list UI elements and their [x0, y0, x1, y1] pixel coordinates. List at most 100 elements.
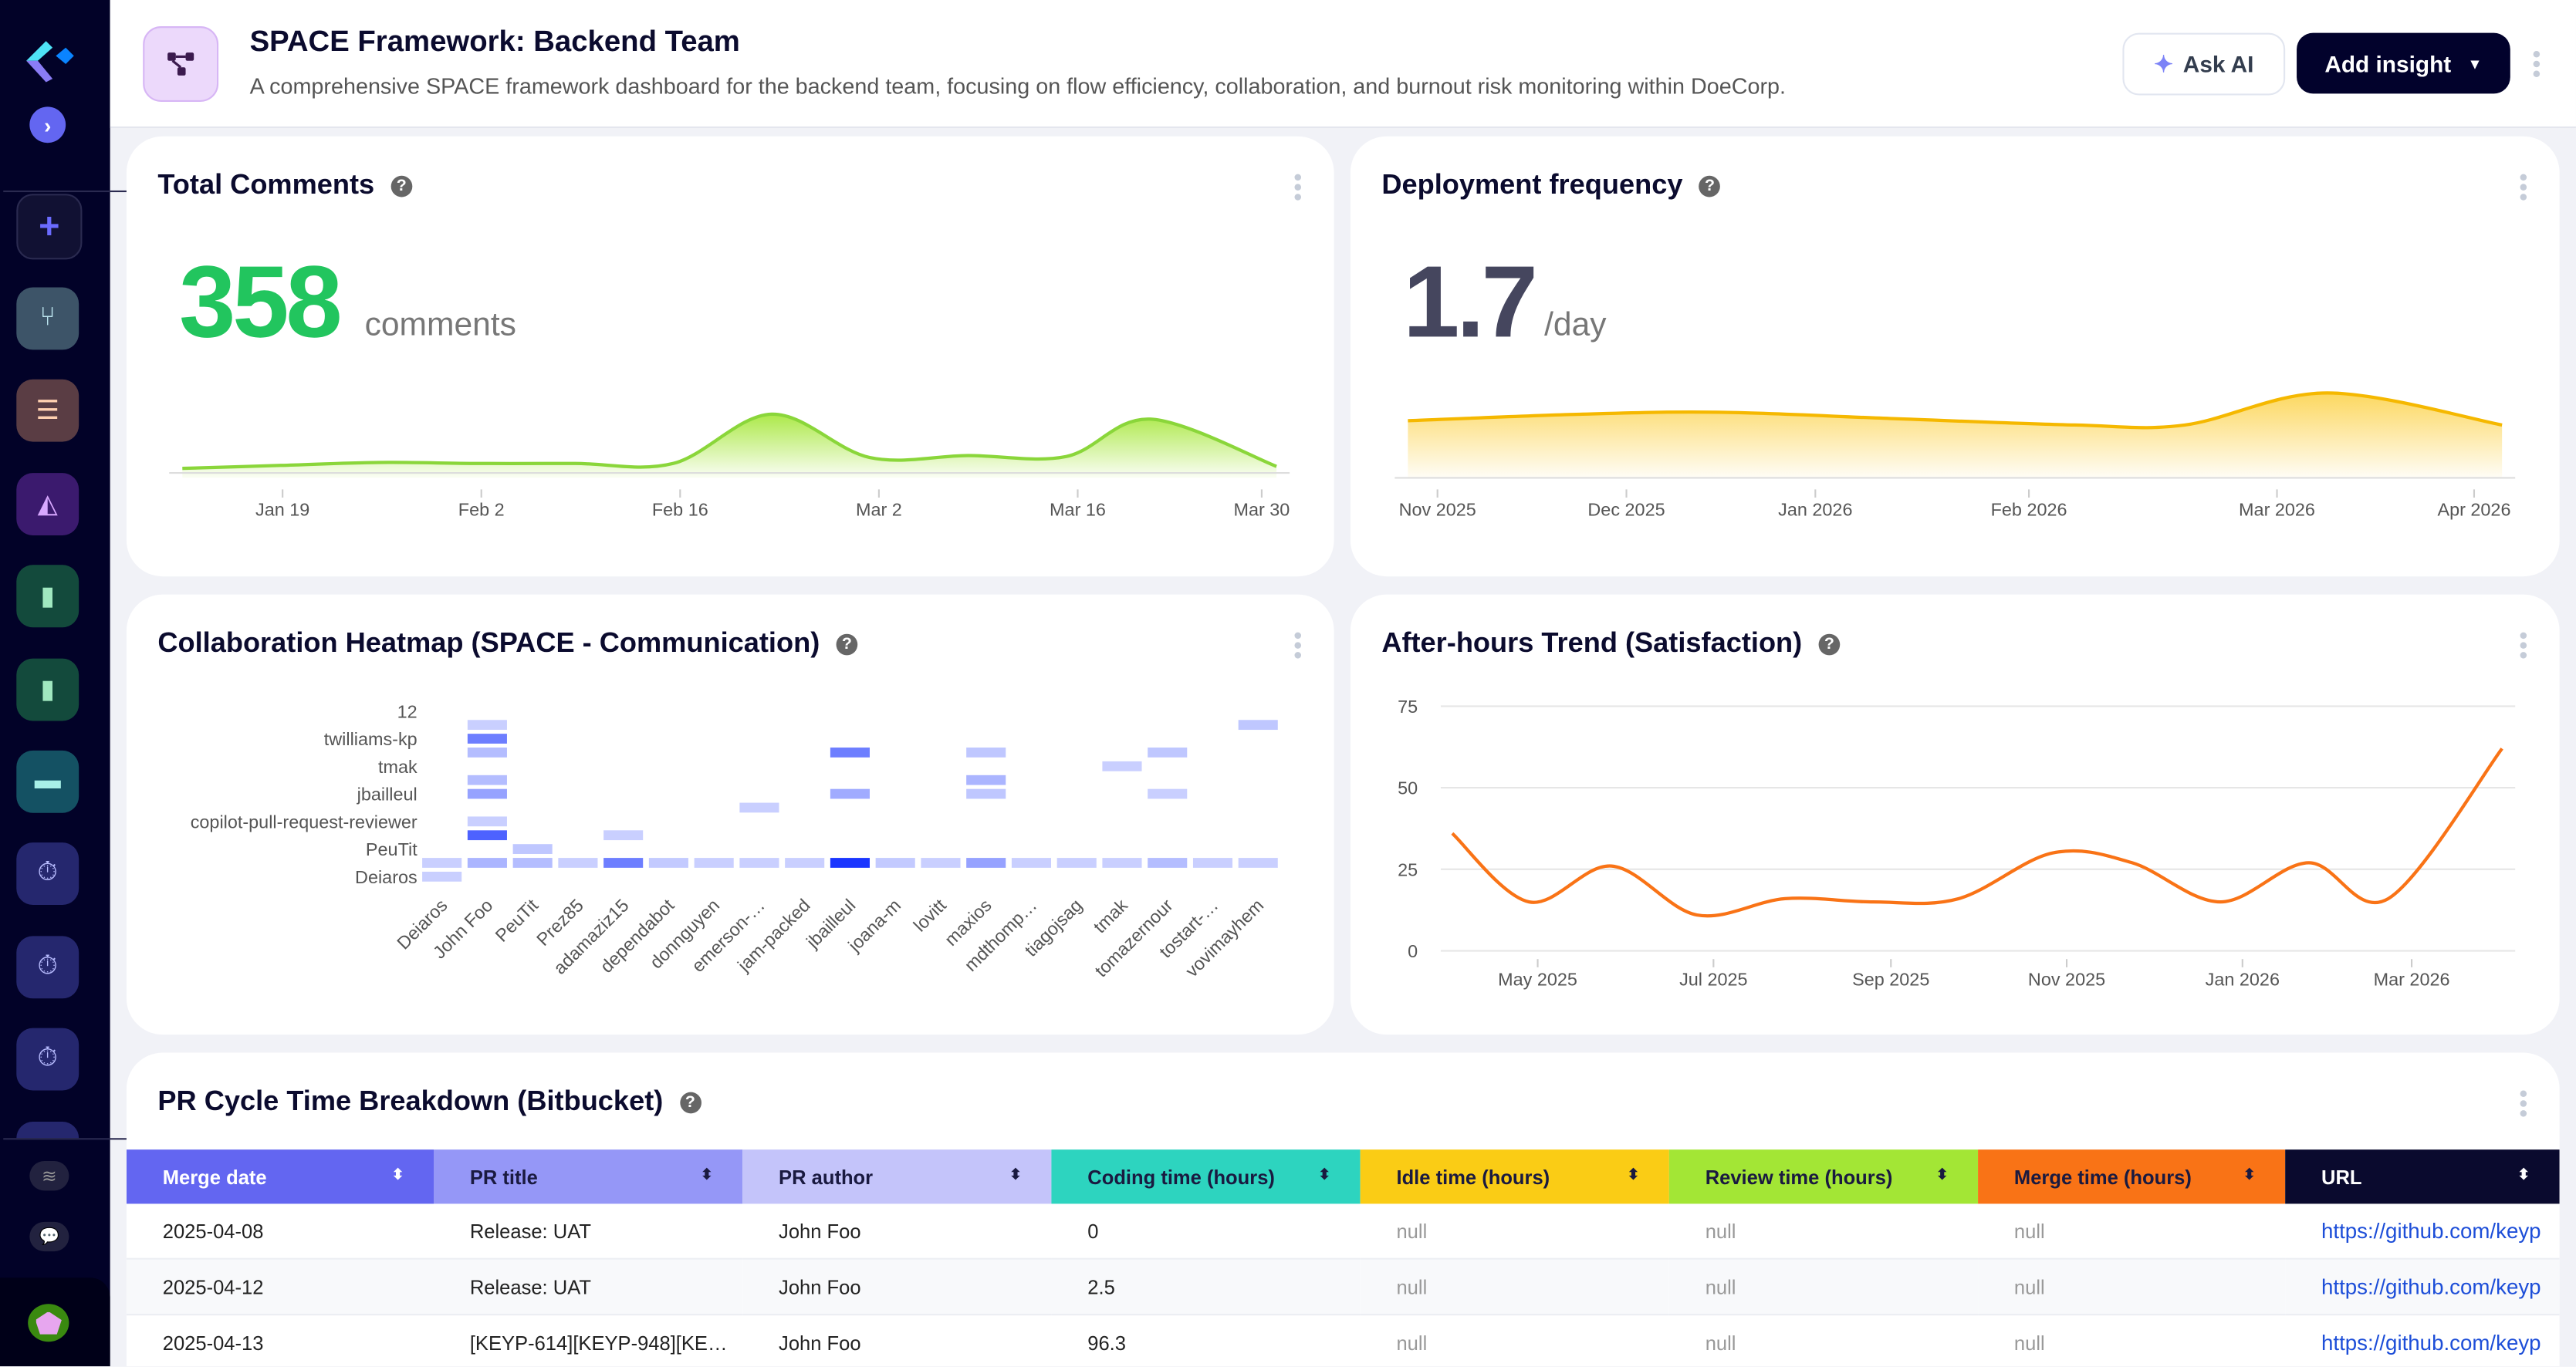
help-icon[interactable]: ? — [679, 1091, 701, 1113]
heatmap-cell[interactable] — [739, 802, 779, 813]
add-button[interactable]: + — [16, 194, 83, 260]
table-cell: null — [1978, 1258, 2286, 1316]
heatmap-cell[interactable] — [558, 858, 598, 868]
card-menu-button[interactable] — [2520, 632, 2527, 659]
heatmap-cell[interactable] — [694, 858, 734, 868]
sort-icon[interactable]: ⬍ — [1009, 1165, 1023, 1182]
more-options-button[interactable] — [2533, 50, 2541, 78]
help-icon[interactable]: ? — [836, 633, 858, 655]
sort-icon[interactable]: ⬍ — [1935, 1165, 1949, 1182]
after-hours-card: After-hours Trend (Satisfaction)? 0 25 50 7… — [1350, 594, 2560, 1035]
sort-icon[interactable]: ⬍ — [700, 1165, 713, 1182]
checklist-nav-button[interactable]: ☰ — [16, 379, 79, 442]
heatmap-cell[interactable] — [467, 720, 507, 731]
heatmap-cell[interactable] — [1238, 720, 1278, 731]
table-cell: 2025-04-12 — [126, 1258, 434, 1316]
layers-button[interactable]: ≋ — [29, 1161, 69, 1191]
column-header[interactable]: Idle time (hours) ⬍ — [1360, 1149, 1669, 1204]
heatmap-cell[interactable] — [1148, 858, 1188, 868]
logo-icon[interactable] — [23, 36, 76, 86]
expand-sidebar-button[interactable]: › — [29, 106, 66, 143]
git-branch-nav-button[interactable]: ⑂ — [16, 287, 79, 350]
briefcase-nav-button[interactable]: ▬ — [16, 750, 79, 813]
column-header[interactable]: URL ⬍ — [2285, 1149, 2560, 1204]
table-row[interactable]: 2025-04-13 [KEYP-614][KEYP-948][KE… John F… — [126, 1315, 2560, 1367]
heatmap-cell[interactable] — [830, 788, 870, 799]
pr-url-link[interactable]: https://github.com/keyp — [2285, 1203, 2560, 1260]
heatmap-cell[interactable] — [467, 858, 507, 868]
card-menu-button[interactable] — [1294, 632, 1302, 659]
heatmap-cell[interactable] — [422, 858, 462, 868]
help-icon[interactable]: ? — [1818, 633, 1841, 655]
heatmap-cell[interactable] — [966, 775, 1006, 785]
heatmap-cell[interactable] — [1102, 858, 1142, 868]
column-header[interactable]: PR author ⬍ — [742, 1149, 1052, 1204]
file-nav-button[interactable]: ▮ — [16, 565, 79, 628]
heatmap-cell[interactable] — [966, 858, 1006, 868]
card-menu-button[interactable] — [2520, 174, 2527, 201]
heatmap-cell[interactable] — [1192, 858, 1233, 868]
stopwatch-nav-button[interactable]: ⏱ — [16, 842, 79, 905]
heatmap-cell[interactable] — [467, 748, 507, 758]
card-menu-button[interactable] — [1294, 174, 1302, 201]
heatmap-cell[interactable] — [648, 858, 688, 868]
avatar[interactable] — [28, 1304, 69, 1342]
area-chart-nav-button[interactable]: ◭ — [16, 473, 79, 535]
heatmap-cell[interactable] — [467, 830, 507, 841]
heatmap-cell[interactable] — [1011, 858, 1052, 868]
hierarchy-icon — [167, 52, 194, 76]
heatmap-cell[interactable] — [467, 775, 507, 785]
checklist-icon: ☰ — [35, 397, 60, 426]
stopwatch-nav-button[interactable]: ⏱ — [16, 1028, 79, 1091]
sort-icon[interactable]: ⬍ — [2517, 1165, 2530, 1182]
heatmap-cell[interactable] — [739, 858, 779, 868]
heatmap-cell[interactable] — [512, 858, 553, 868]
column-header[interactable]: Merge time (hours) ⬍ — [1978, 1149, 2286, 1204]
x-tick-label: Nov 2025 — [2028, 969, 2105, 989]
add-insight-button[interactable]: Add insight ▼ — [2297, 32, 2510, 94]
stopwatch-nav-button[interactable]: ⏱ — [16, 936, 79, 999]
pr-url-link[interactable]: https://github.com/keyp — [2285, 1315, 2560, 1367]
column-header[interactable]: Coding time (hours) ⬍ — [1051, 1149, 1361, 1204]
help-icon[interactable]: ? — [1699, 174, 1721, 197]
sort-icon[interactable]: ⬍ — [2243, 1165, 2256, 1182]
heatmap-cell[interactable] — [875, 858, 915, 868]
sparkle-icon: ✦ — [2154, 49, 2174, 76]
heatmap-cell[interactable] — [785, 858, 825, 868]
heatmap-cell[interactable] — [603, 830, 644, 841]
heatmap-cell[interactable] — [467, 734, 507, 744]
heatmap-cell[interactable] — [921, 858, 961, 868]
heatmap-cell[interactable] — [467, 816, 507, 827]
heatmap-cell[interactable] — [966, 748, 1006, 758]
table-row[interactable]: 2025-04-12 Release: UAT John Foo 2.5 null nul… — [126, 1258, 2560, 1316]
help-icon[interactable]: ? — [390, 174, 413, 197]
column-label: Review time (hours) — [1705, 1165, 1893, 1189]
sort-icon[interactable]: ⬍ — [1627, 1165, 1640, 1182]
table-row[interactable]: 2025-04-08 Release: UAT John Foo 0 null null n… — [126, 1203, 2560, 1260]
ask-ai-button[interactable]: ✦ Ask AI — [2122, 32, 2286, 96]
file-nav-button[interactable]: ▮ — [16, 658, 79, 721]
heatmap-cell[interactable] — [1148, 748, 1188, 758]
heatmap-cell[interactable] — [966, 788, 1006, 799]
heatmap-cell[interactable] — [830, 858, 870, 868]
heatmap-cell[interactable] — [1056, 858, 1097, 868]
heatmap-cell[interactable] — [1148, 788, 1188, 799]
heatmap-cell[interactable] — [830, 748, 870, 758]
heatmap-cell[interactable] — [603, 858, 644, 868]
stopwatch-nav-button[interactable] — [16, 1121, 79, 1139]
pr-url-link[interactable]: https://github.com/keyp — [2285, 1258, 2560, 1316]
chat-button[interactable]: 💬 — [29, 1221, 69, 1252]
heatmap-cell[interactable] — [1102, 761, 1142, 771]
x-tick-label: Feb 2 — [458, 499, 505, 519]
heatmap-cell[interactable] — [512, 844, 553, 854]
column-header[interactable]: Review time (hours) ⬍ — [1668, 1149, 1979, 1204]
card-menu-button[interactable] — [2520, 1090, 2527, 1117]
sort-icon[interactable]: ⬍ — [1318, 1165, 1331, 1182]
heatmap-cell[interactable] — [1238, 858, 1278, 868]
column-header[interactable]: PR title ⬍ — [434, 1149, 743, 1204]
column-header[interactable]: Merge date ⬍ — [126, 1149, 434, 1204]
sort-icon[interactable]: ⬍ — [391, 1165, 404, 1182]
divider — [3, 1138, 201, 1140]
heatmap-cell[interactable] — [467, 788, 507, 799]
heatmap-cell[interactable] — [422, 871, 462, 882]
